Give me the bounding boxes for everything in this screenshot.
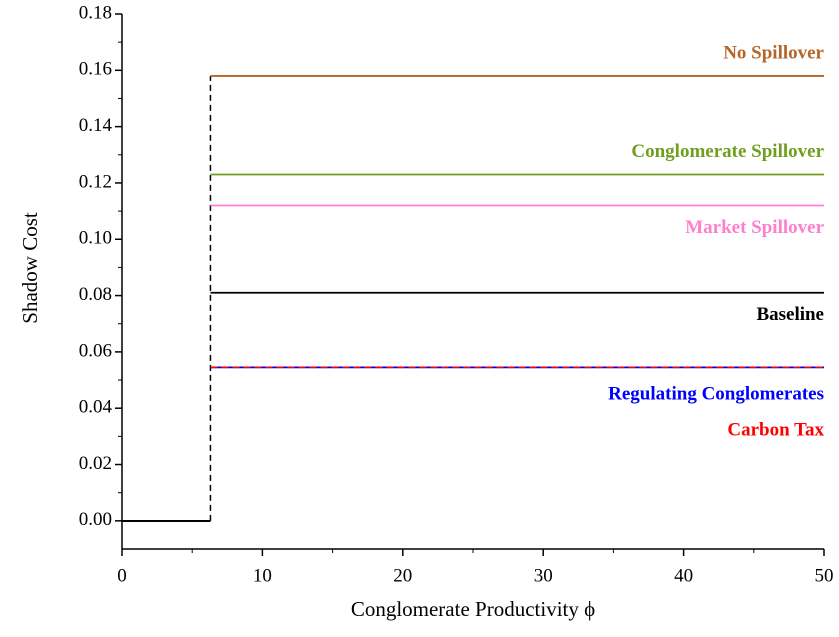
x-tick-label: 50 (815, 565, 834, 586)
x-tick-label: 40 (674, 565, 693, 586)
series-label: Baseline (756, 304, 824, 325)
x-axis-label: Conglomerate Productivity ϕ (351, 597, 595, 621)
y-tick-label: 0.14 (79, 115, 113, 136)
y-tick-label: 0.16 (79, 59, 112, 80)
series-label: Regulating Conglomerates (608, 384, 824, 405)
y-axis-label: Shadow Cost (18, 212, 42, 324)
x-tick-label: 20 (393, 565, 412, 586)
y-tick-label: 0.04 (79, 397, 113, 418)
y-tick-label: 0.02 (79, 453, 112, 474)
y-tick-label: 0.18 (79, 2, 112, 23)
series-label: Market Spillover (685, 217, 824, 238)
x-tick-label: 10 (253, 565, 272, 586)
y-tick-label: 0.12 (79, 171, 112, 192)
series-label: Carbon Tax (727, 420, 824, 441)
x-tick-label: 30 (534, 565, 553, 586)
x-tick-label: 0 (117, 565, 127, 586)
y-tick-label: 0.00 (79, 509, 112, 530)
series-label: Conglomerate Spillover (631, 141, 824, 162)
y-tick-label: 0.06 (79, 340, 112, 361)
y-tick-label: 0.10 (79, 228, 112, 249)
y-tick-label: 0.08 (79, 284, 112, 305)
series-label: No Spillover (723, 42, 824, 63)
